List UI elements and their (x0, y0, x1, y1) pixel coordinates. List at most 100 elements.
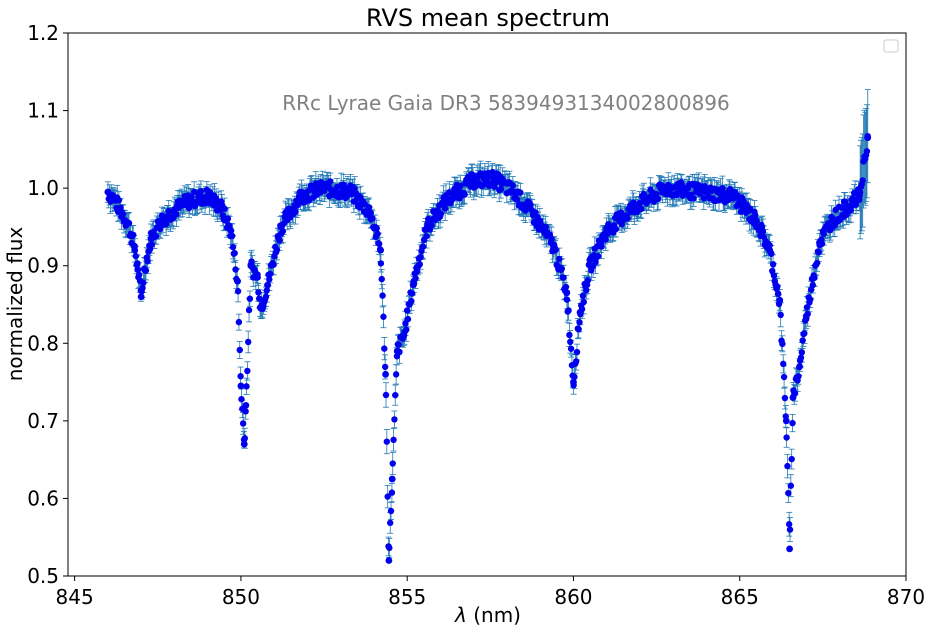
data-point (779, 340, 786, 348)
data-point (387, 507, 395, 515)
data-point (766, 242, 773, 249)
data-point (780, 360, 787, 368)
data-point (245, 338, 252, 346)
data-point (134, 260, 141, 267)
data-point (584, 277, 592, 284)
data-point (385, 557, 393, 564)
data-point (796, 363, 803, 370)
data-point (367, 209, 375, 217)
x-tick-label: 855 (388, 585, 426, 609)
data-point (297, 192, 305, 200)
data-point (392, 391, 399, 399)
data-point (816, 239, 823, 246)
data-point (135, 271, 143, 279)
data-point (586, 262, 594, 270)
y-tick-label: 0.6 (27, 486, 59, 510)
data-point (224, 215, 232, 222)
data-point (270, 261, 277, 268)
data-point (423, 232, 430, 240)
data-point (696, 188, 704, 196)
data-point (244, 367, 251, 375)
data-point (423, 223, 431, 231)
data-point (132, 252, 139, 260)
data-point (374, 230, 381, 237)
data-point (384, 493, 391, 500)
x-tick-label: 860 (554, 585, 592, 609)
data-point (326, 178, 334, 185)
data-point (234, 288, 242, 295)
data-point (780, 373, 788, 381)
data-point (234, 277, 241, 285)
y-tick-label: 1.2 (27, 21, 59, 45)
y-tick-label: 0.5 (27, 564, 59, 588)
data-point (786, 545, 794, 553)
x-axis-label: λ (nm) (454, 603, 521, 627)
data-point (820, 230, 828, 238)
data-point (852, 201, 860, 208)
data-point (152, 233, 160, 240)
data-point (236, 346, 243, 354)
data-point (144, 258, 151, 265)
data-point (566, 331, 573, 339)
data-point (803, 304, 811, 311)
data-point (579, 292, 587, 300)
data-point (381, 363, 389, 371)
data-point (380, 313, 387, 320)
data-point (134, 266, 142, 273)
data-point (798, 349, 806, 356)
data-point (171, 206, 178, 214)
data-point (139, 284, 146, 292)
data-point (238, 395, 245, 403)
data-point (785, 521, 793, 528)
data-point (769, 261, 777, 268)
data-point (527, 201, 534, 208)
data-point (497, 185, 505, 193)
data-point (802, 312, 810, 320)
data-point (204, 192, 212, 200)
chart-title: RVS mean spectrum (366, 4, 610, 32)
data-point (254, 273, 261, 281)
data-point (419, 243, 427, 250)
data-point (567, 338, 574, 346)
data-point (567, 345, 575, 352)
x-tick-label: 870 (887, 585, 925, 609)
data-point (320, 184, 328, 192)
data-point (263, 287, 271, 294)
data-points (104, 132, 872, 564)
data-point (781, 394, 789, 402)
data-point (187, 196, 195, 204)
x-tick-label: 865 (721, 585, 759, 609)
data-point (799, 337, 806, 344)
data-point (389, 460, 396, 467)
data-point (245, 306, 253, 314)
data-point (104, 188, 112, 196)
data-point (237, 382, 245, 390)
data-point (111, 196, 118, 204)
data-point (815, 249, 822, 256)
data-point (235, 318, 243, 326)
data-point (617, 209, 625, 216)
data-point (654, 195, 662, 203)
data-point (573, 348, 581, 356)
data-point (379, 292, 386, 299)
data-point (786, 526, 794, 533)
data-point (801, 330, 808, 337)
data-point (408, 297, 415, 305)
data-point (795, 373, 802, 380)
data-point (247, 262, 255, 270)
data-point (276, 237, 283, 244)
data-point (417, 253, 424, 261)
data-point (752, 212, 759, 219)
data-point (292, 208, 299, 215)
data-point (232, 266, 239, 273)
data-point (190, 188, 198, 196)
data-point (461, 191, 468, 198)
data-point (229, 243, 237, 251)
data-point (381, 345, 388, 352)
data-point (165, 207, 172, 215)
data-point (403, 307, 411, 314)
data-point (400, 332, 408, 339)
data-point (255, 295, 263, 302)
data-point (391, 416, 398, 423)
